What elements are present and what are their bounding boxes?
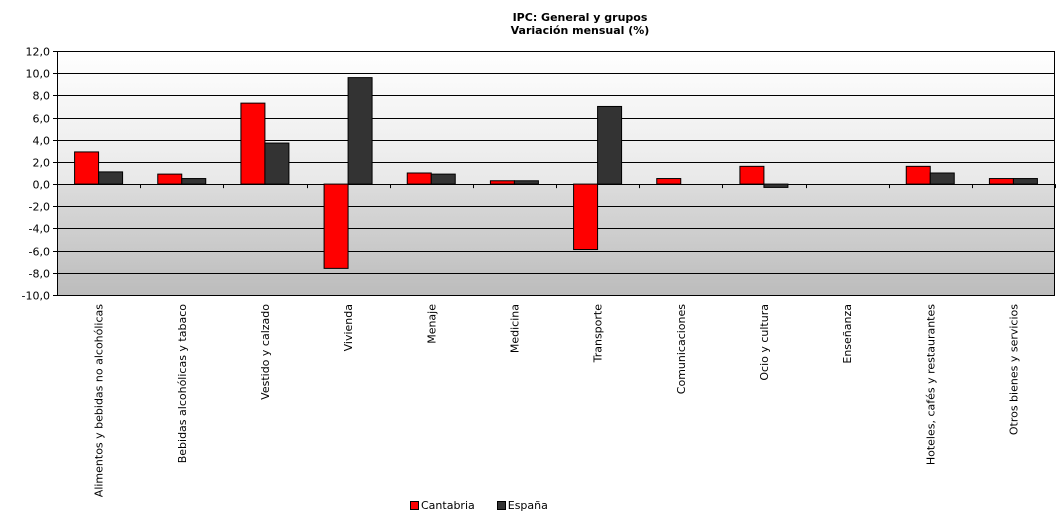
bar-espana — [431, 174, 455, 184]
bar-cantabria — [989, 179, 1013, 185]
bar-cantabria — [241, 103, 265, 184]
bar-cantabria — [657, 179, 681, 185]
bar-cantabria — [158, 174, 182, 184]
y-tick-label: 10,0 — [26, 68, 51, 81]
x-tick-label: Vivienda — [342, 304, 355, 351]
bar-cantabria — [75, 152, 99, 184]
x-tick-label: Alimentos y bebidas no alcohólicas — [93, 304, 106, 497]
y-tick-label: 2,0 — [33, 157, 51, 170]
x-tick-label: Enseñanza — [841, 304, 854, 364]
y-tick-label: -8,0 — [29, 268, 50, 281]
x-tick-label: Otros bienes y servicios — [1007, 304, 1020, 435]
x-tick-label: Vestido y calzado — [259, 304, 272, 400]
bar-espana — [598, 106, 622, 184]
x-tick-label: Transporte — [592, 304, 605, 364]
y-tick-label: -6,0 — [29, 246, 50, 259]
x-tick-label: Menaje — [425, 304, 438, 344]
legend-item-espana: España — [497, 499, 548, 512]
x-tick-label: Ocio y cultura — [758, 304, 771, 381]
legend-label-cantabria: Cantabria — [421, 499, 475, 512]
legend-swatch-espana — [497, 501, 506, 510]
legend: Cantabria España — [410, 499, 548, 512]
bar-espana — [930, 173, 954, 184]
y-tick-label: 12,0 — [26, 46, 51, 59]
y-tick-label: -10,0 — [22, 290, 50, 303]
bar-espana — [182, 179, 206, 185]
y-tick-label: 8,0 — [33, 90, 51, 103]
y-tick-label: -4,0 — [29, 223, 50, 236]
y-tick-label: 4,0 — [33, 135, 51, 148]
bar-espana — [1013, 179, 1037, 185]
bar-espana — [265, 143, 289, 184]
plot-background-negative — [57, 184, 1055, 295]
legend-item-cantabria: Cantabria — [410, 499, 475, 512]
bar-cantabria — [574, 184, 598, 249]
bar-cantabria — [324, 184, 348, 268]
legend-label-espana: España — [508, 499, 548, 512]
bar-espana — [348, 78, 372, 184]
bar-cantabria — [490, 181, 514, 184]
y-tick-label: 0,0 — [33, 179, 51, 192]
legend-swatch-cantabria — [410, 501, 419, 510]
y-tick-label: 6,0 — [33, 113, 51, 126]
x-tick-label: Comunicaciones — [675, 304, 688, 394]
bar-cantabria — [407, 173, 431, 184]
bar-espana — [764, 184, 788, 187]
y-tick-label: -2,0 — [29, 201, 50, 214]
bar-cantabria — [740, 166, 764, 184]
bar-cantabria — [906, 166, 930, 184]
bar-espana — [99, 172, 123, 184]
x-tick-label: Hoteles, cafés y restaurantes — [924, 304, 937, 465]
x-tick-label: Medicina — [508, 304, 521, 353]
x-tick-label: Bebidas alcohólicas y tabaco — [176, 304, 189, 464]
plot-background-positive — [57, 51, 1055, 184]
bar-espana — [514, 181, 538, 184]
